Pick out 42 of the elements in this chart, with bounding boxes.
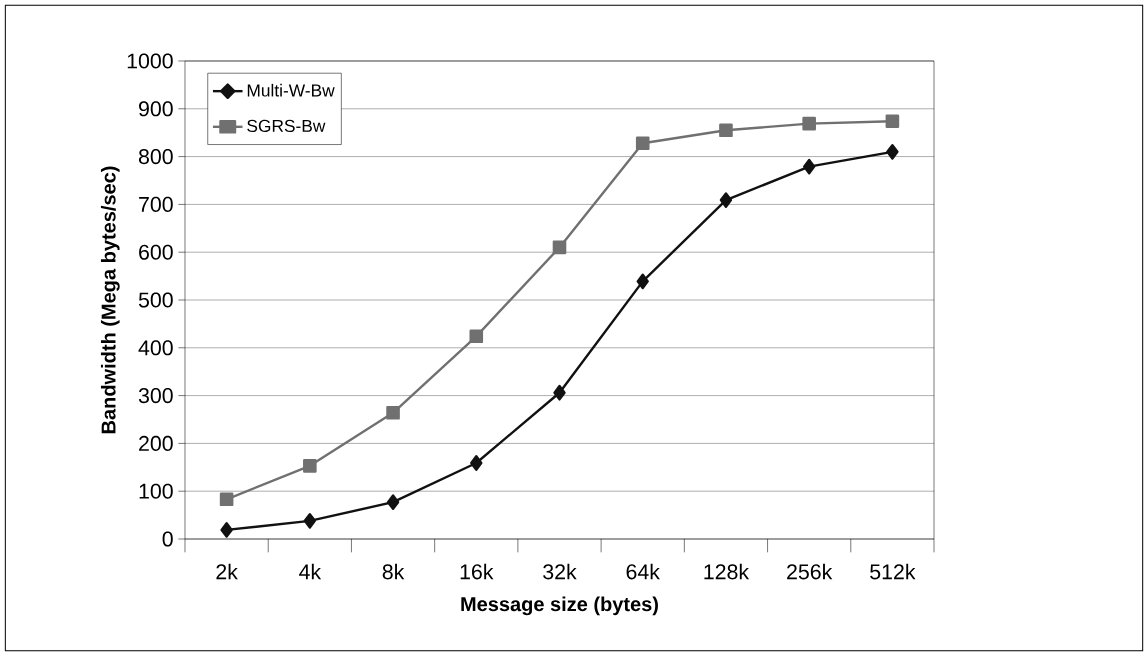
y-tick-label: 800 xyxy=(138,149,173,165)
point xyxy=(802,158,816,175)
point xyxy=(719,192,733,208)
point xyxy=(719,123,733,138)
x-tick-label: 64k xyxy=(626,563,660,580)
point xyxy=(386,406,400,420)
point xyxy=(470,455,483,471)
point xyxy=(386,494,400,511)
x-axis-title: Message size (bytes) xyxy=(461,596,658,616)
y-tick-label: 1000 xyxy=(127,53,173,69)
point xyxy=(553,384,566,401)
y-tick-label: 300 xyxy=(138,388,173,404)
point xyxy=(219,492,234,507)
y-tick-label: 400 xyxy=(138,340,173,356)
x-tick-label: 32k xyxy=(543,563,577,580)
legend-label: SGRS-Bw xyxy=(247,119,326,133)
point xyxy=(636,273,649,290)
y-tick-label: 500 xyxy=(138,292,173,308)
x-tick-label: 2k xyxy=(216,563,238,580)
x-tick-label: 512k xyxy=(870,563,916,580)
point xyxy=(220,522,233,538)
point xyxy=(802,116,816,131)
point xyxy=(303,459,317,473)
point xyxy=(886,143,899,160)
point xyxy=(469,329,484,344)
y-tick-label: 0 xyxy=(162,531,173,547)
y-tick-label: 100 xyxy=(139,483,173,499)
point xyxy=(885,114,900,129)
x-tick-label: 4k xyxy=(299,563,322,580)
y-tick-label: 600 xyxy=(139,244,173,260)
point xyxy=(635,136,650,151)
point xyxy=(303,512,317,529)
y-tick-label: 700 xyxy=(139,196,173,212)
y-axis-title: Bandwidth (Mega bytes/sec) xyxy=(100,166,120,434)
x-tick-label: 8k xyxy=(382,563,405,580)
x-tick-label: 16k xyxy=(460,563,494,580)
legend-label: Multi-W-Bw xyxy=(247,83,335,97)
x-tick-label: 128k xyxy=(704,563,750,580)
y-tick-label: 900 xyxy=(139,101,173,117)
x-tick-label: 256k xyxy=(787,563,833,580)
point xyxy=(552,240,567,255)
y-tick-label: 200 xyxy=(139,435,173,451)
